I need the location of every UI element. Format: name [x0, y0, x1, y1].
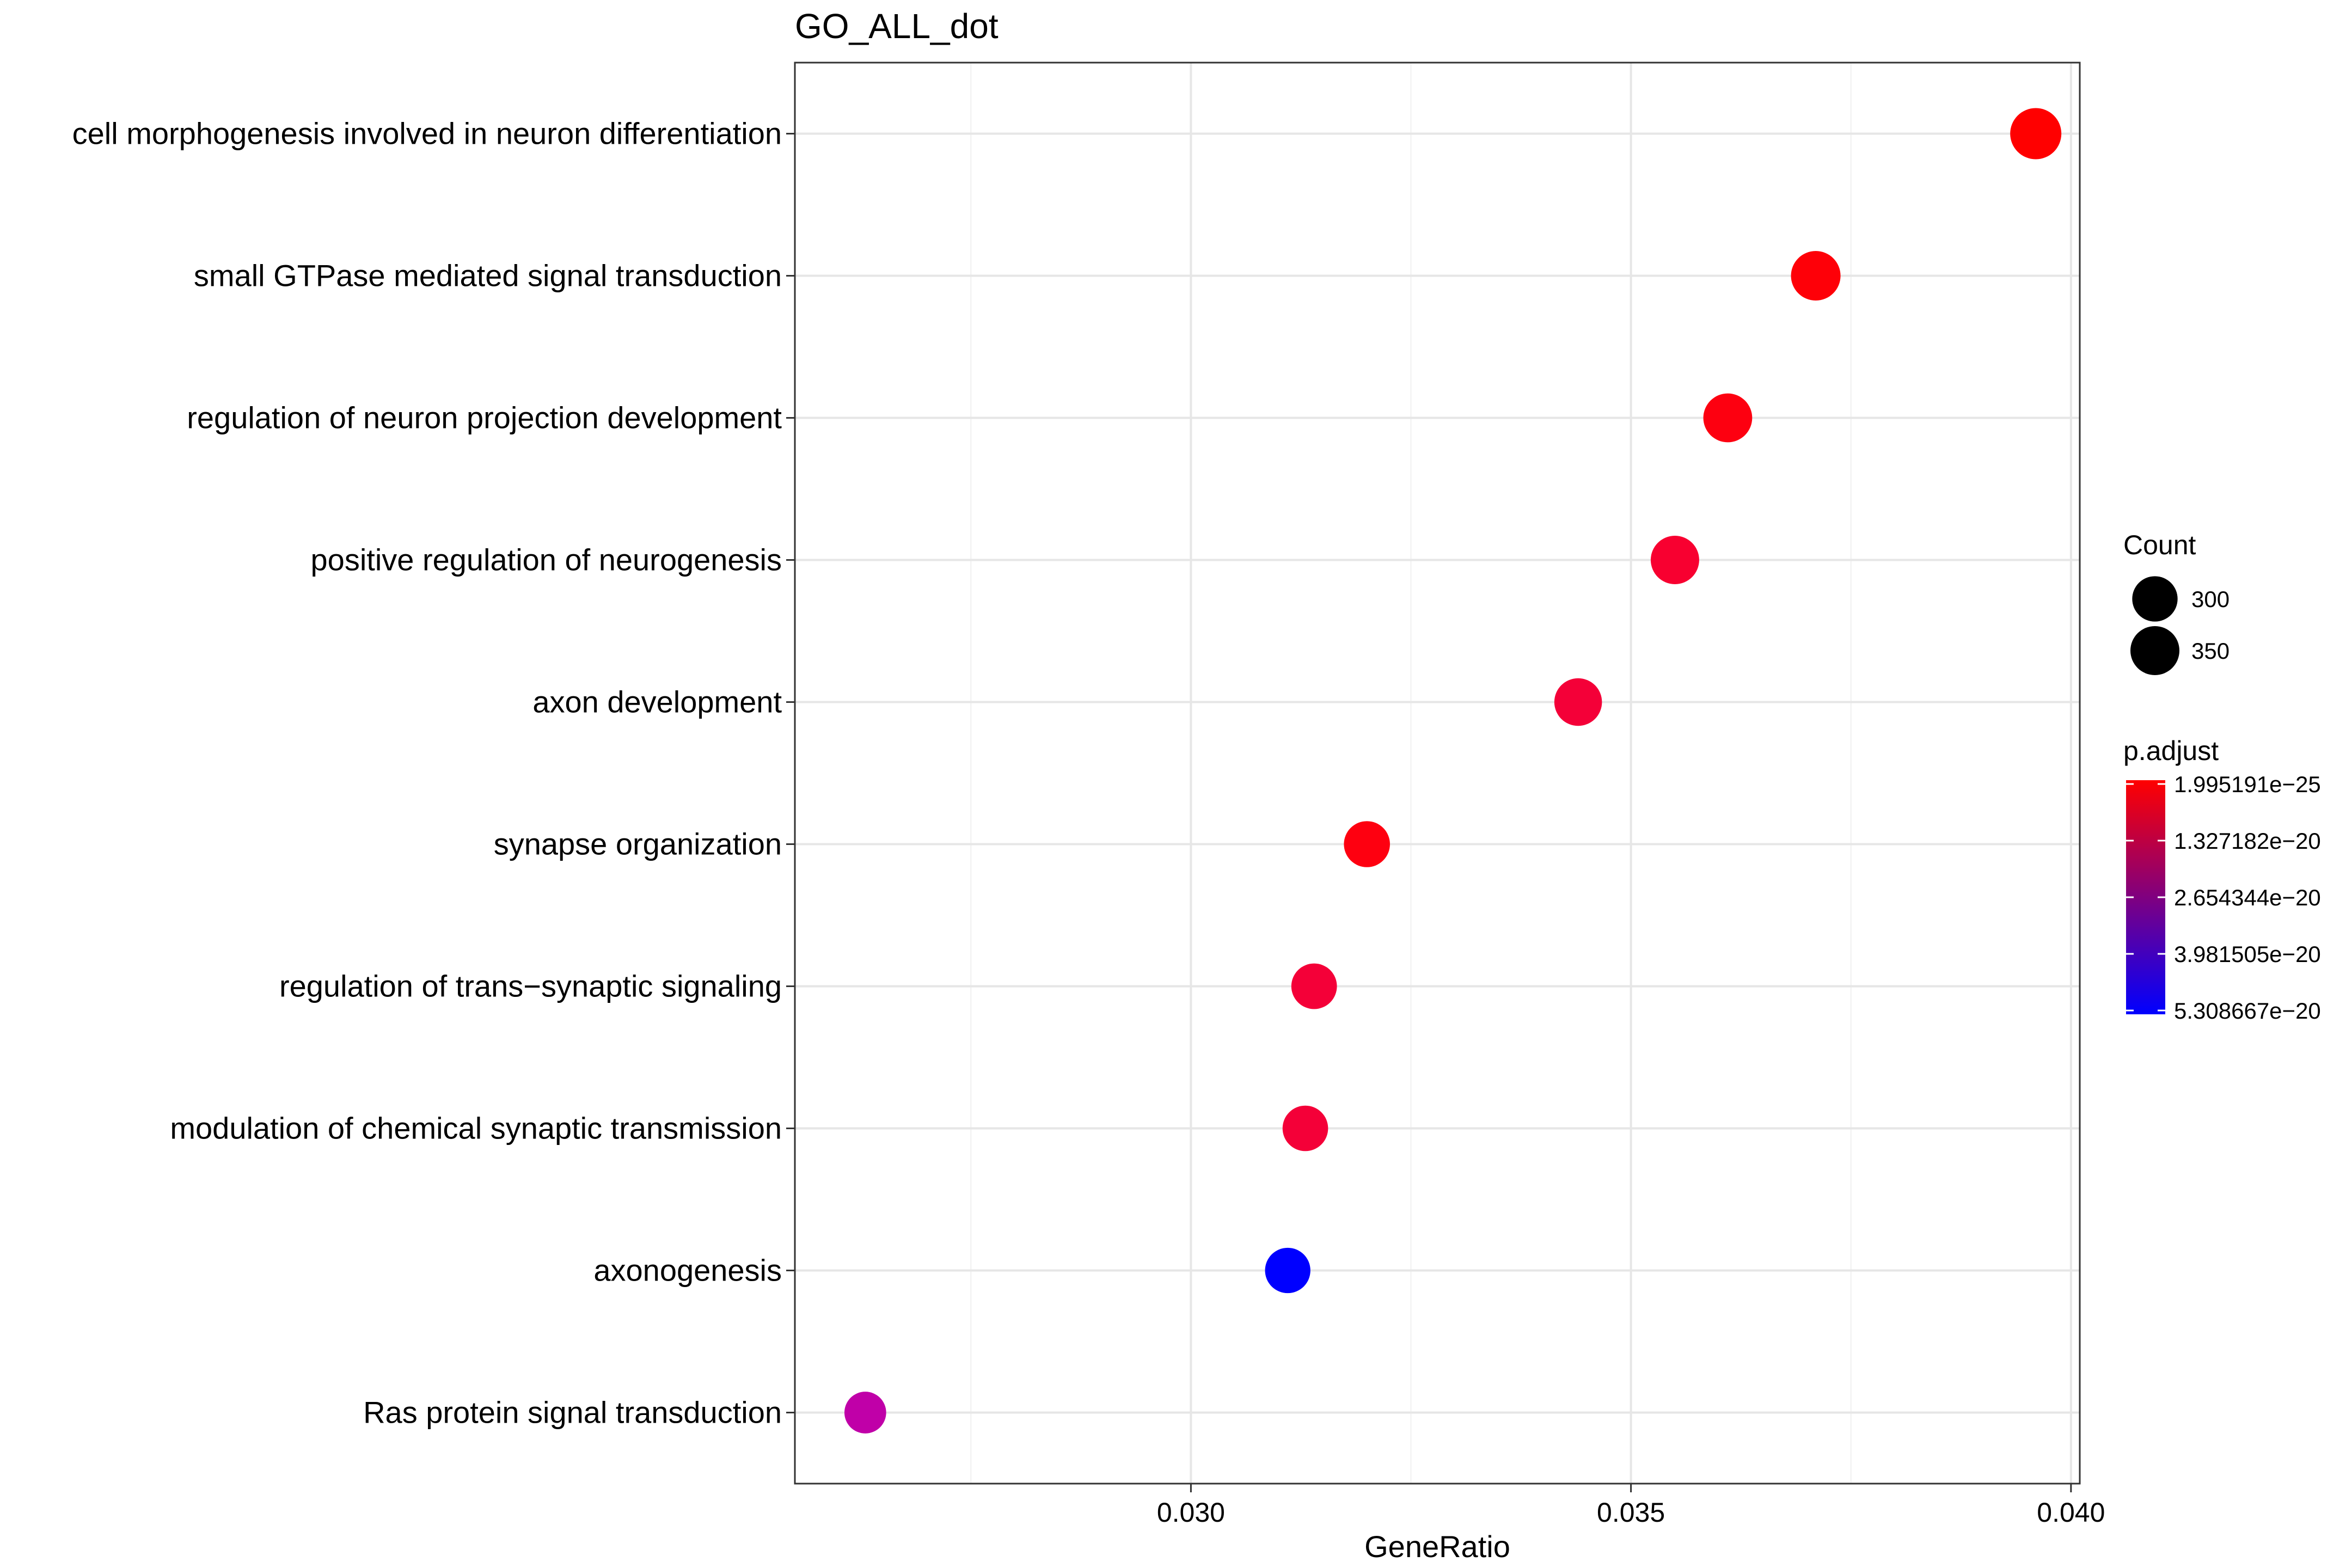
x-axis: 0.030 0.035 0.040: [1157, 1484, 2105, 1528]
colorbar-label: 1.995191e−25: [2174, 771, 2321, 797]
y-tick-label: synapse organization: [494, 827, 782, 861]
y-tick-label: regulation of trans−synaptic signaling: [279, 969, 782, 1003]
colorbar-label: 2.654344e−20: [2174, 885, 2321, 910]
colorbar-label: 3.981505e−20: [2174, 941, 2321, 967]
legend-count-title: Count: [2123, 530, 2196, 560]
y-tick-label: positive regulation of neurogenesis: [311, 543, 782, 577]
grid-lines: [795, 63, 2080, 1484]
data-point: [1282, 1105, 1328, 1152]
legend-padjust-title: p.adjust: [2123, 736, 2219, 766]
data-point: [2010, 108, 2062, 160]
data-point: [1554, 678, 1602, 726]
x-tick-label: 0.030: [1157, 1497, 1225, 1528]
y-axis: cell morphogenesis involved in neuron di…: [72, 117, 795, 1430]
x-axis-label: GeneRatio: [1364, 1529, 1510, 1564]
count-legend-label: 300: [2191, 586, 2230, 612]
count-legend-dot: [2130, 626, 2179, 675]
legend-count: Count 300 350: [2123, 530, 2230, 675]
y-tick-label: cell morphogenesis involved in neuron di…: [72, 117, 782, 151]
y-tick-label: axon development: [532, 685, 782, 719]
data-point: [844, 1392, 886, 1434]
plot-border: [794, 62, 2081, 1485]
y-tick-label: modulation of chemical synaptic transmis…: [170, 1111, 782, 1146]
data-point: [1703, 393, 1753, 443]
colorbar-label: 1.327182e−20: [2174, 828, 2321, 854]
data-point: [1791, 250, 1841, 301]
x-tick-label: 0.040: [2037, 1497, 2105, 1528]
y-tick-label: axonogenesis: [593, 1253, 782, 1288]
chart-title: GO_ALL_dot: [795, 7, 999, 46]
count-legend-label: 350: [2191, 638, 2230, 664]
y-tick-label: Ras protein signal transduction: [363, 1395, 782, 1430]
plot-panel: [795, 63, 2080, 1484]
legend-padjust: p.adjust 1.995191e−25 1.327182e−20 2.65434…: [2123, 736, 2321, 1024]
data-points: [844, 108, 2062, 1434]
data-point: [1265, 1247, 1310, 1294]
y-tick-label: regulation of neuron projection developm…: [187, 401, 782, 435]
data-point: [1344, 821, 1390, 867]
data-point: [1291, 963, 1337, 1009]
y-tick-label: small GTPase mediated signal transductio…: [194, 259, 782, 293]
colorbar-label: 5.308667e−20: [2174, 998, 2321, 1024]
data-point: [1650, 536, 1699, 584]
count-legend-dot: [2132, 576, 2178, 622]
x-tick-label: 0.035: [1597, 1497, 1665, 1528]
